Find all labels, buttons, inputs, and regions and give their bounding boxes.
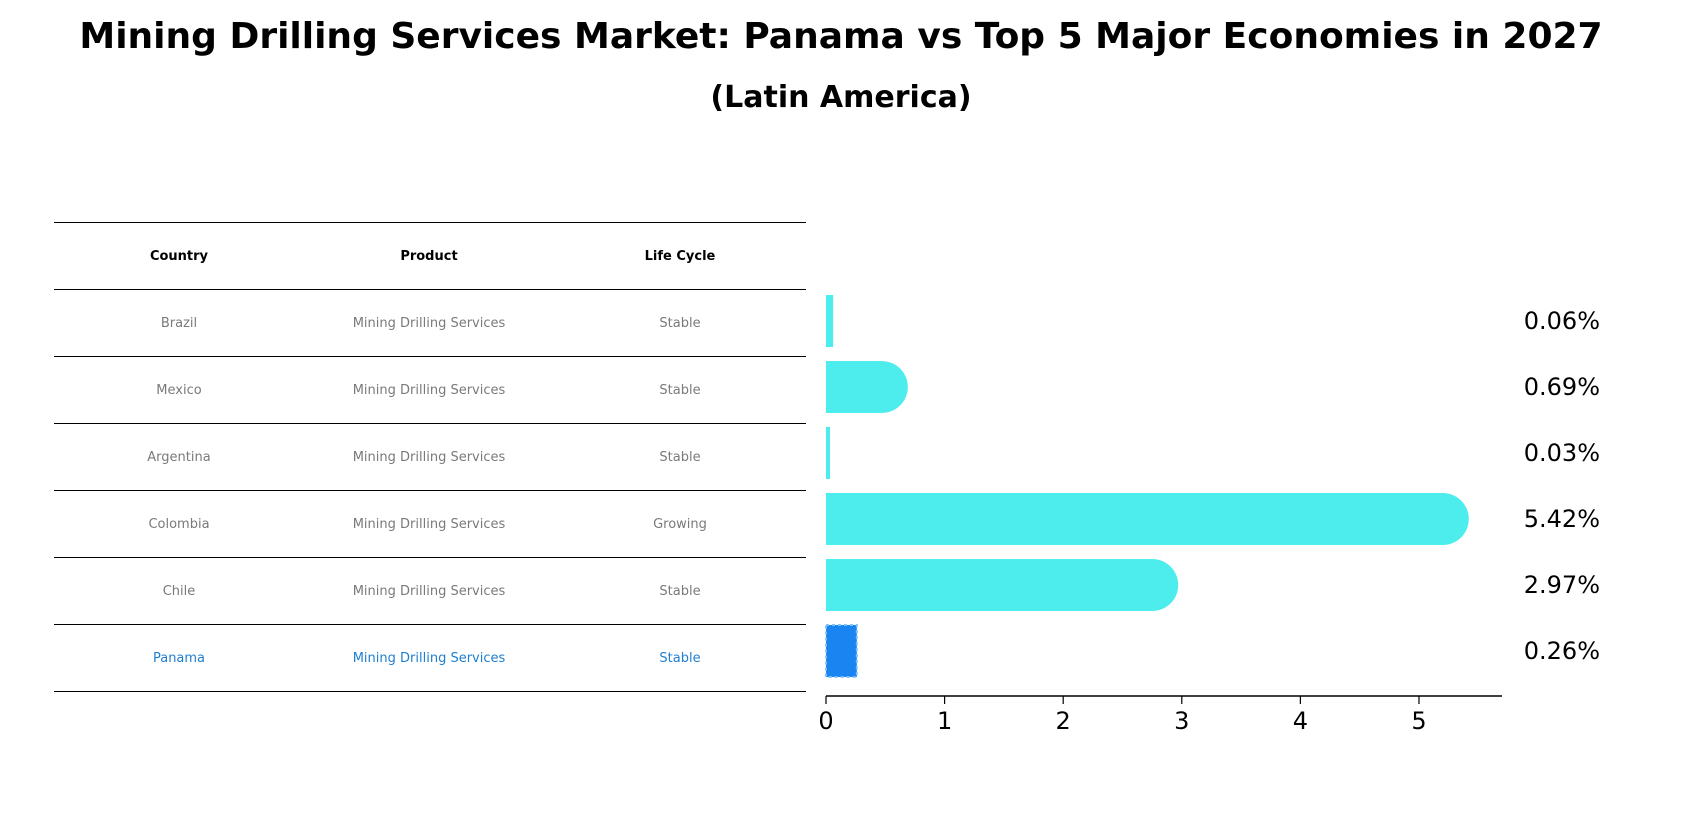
table-row: Brazil Mining Drilling Services Stable xyxy=(54,289,806,356)
x-tick-label: 0 xyxy=(818,707,833,735)
life-cycle-cell: Stable xyxy=(659,650,701,666)
chart-title: Mining Drilling Services Market: Panama … xyxy=(79,16,1603,57)
country-cell: Chile xyxy=(162,583,196,599)
life-cycle-cell: Growing xyxy=(653,516,707,532)
table-row: Chile Mining Drilling Services Stable xyxy=(54,557,806,624)
table-header-row: Country Product Life Cycle xyxy=(54,222,806,289)
column-header-life-cycle: Life Cycle xyxy=(644,248,716,264)
bar-brazil xyxy=(826,295,834,347)
product-cell: Mining Drilling Services xyxy=(352,650,506,666)
table-row: Argentina Mining Drilling Services Stabl… xyxy=(54,423,806,490)
table-row: Mexico Mining Drilling Services Stable xyxy=(54,356,806,423)
product-cell: Mining Drilling Services xyxy=(352,583,506,599)
table-row-highlighted: Panama Mining Drilling Services Stable xyxy=(54,624,806,692)
product-cell: Mining Drilling Services xyxy=(352,315,506,331)
value-label-brazil: 0.06% xyxy=(1524,307,1600,335)
life-cycle-cell: Stable xyxy=(659,449,701,465)
country-cell: Brazil xyxy=(160,315,198,331)
x-tick-label: 2 xyxy=(1056,707,1071,735)
x-tick-label: 1 xyxy=(937,707,952,735)
product-cell: Mining Drilling Services xyxy=(352,382,506,398)
bar-colombia xyxy=(826,493,1469,545)
value-label-mexico: 0.69% xyxy=(1524,373,1600,401)
country-cell: Colombia xyxy=(148,516,210,532)
x-tick-label: 3 xyxy=(1174,707,1189,735)
column-header-country: Country xyxy=(149,248,209,264)
country-table: Country Product Life Cycle Brazil Mining… xyxy=(54,222,806,692)
life-cycle-cell: Stable xyxy=(659,583,701,599)
value-label-colombia: 5.42% xyxy=(1524,505,1600,533)
chart-subtitle: (Latin America) xyxy=(710,80,972,115)
x-tick-label: 4 xyxy=(1293,707,1308,735)
bar-panama xyxy=(825,624,858,678)
x-tick-label: 5 xyxy=(1411,707,1426,735)
life-cycle-cell: Stable xyxy=(659,382,701,398)
value-label-chile: 2.97% xyxy=(1524,571,1600,599)
country-cell: Mexico xyxy=(156,382,202,398)
bar-chile xyxy=(826,559,1179,611)
bar-argentina xyxy=(826,427,830,479)
value-label-panama: 0.26% xyxy=(1524,637,1600,665)
life-cycle-cell: Stable xyxy=(659,315,701,331)
value-label-argentina: 0.03% xyxy=(1524,439,1600,467)
product-cell: Mining Drilling Services xyxy=(352,516,506,532)
bar-mexico xyxy=(826,361,908,413)
country-cell: Argentina xyxy=(147,449,211,465)
column-header-product: Product xyxy=(400,248,458,264)
product-cell: Mining Drilling Services xyxy=(352,449,506,465)
country-cell: Panama xyxy=(152,650,206,666)
table-row: Colombia Mining Drilling Services Growin… xyxy=(54,490,806,557)
